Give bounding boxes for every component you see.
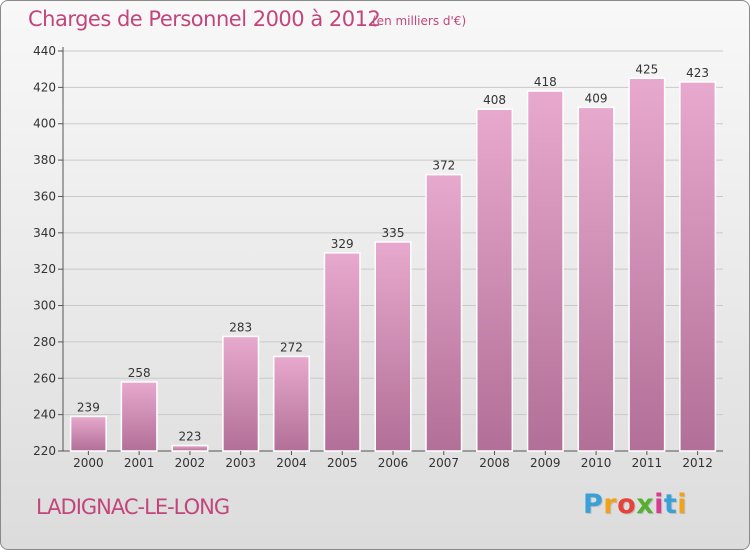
x-tick-label: 2000 xyxy=(73,456,104,470)
bar xyxy=(628,77,666,452)
y-tick-label: 360 xyxy=(33,189,56,203)
y-tick-label: 420 xyxy=(33,80,56,94)
x-tick-label: 2012 xyxy=(682,456,713,470)
y-tick-label: 440 xyxy=(33,44,56,58)
y-tick-label: 240 xyxy=(33,408,56,422)
chart-subtitle: (en milliers d'€) xyxy=(372,14,467,28)
bar xyxy=(120,381,158,452)
x-tick-label: 2007 xyxy=(428,456,459,470)
data-label: 408 xyxy=(483,93,506,107)
data-label: 239 xyxy=(77,400,100,414)
data-label: 329 xyxy=(331,237,354,251)
proxiti-logo: Proxiti xyxy=(583,489,687,520)
bar xyxy=(679,81,717,452)
bar xyxy=(222,335,260,452)
y-tick-label: 380 xyxy=(33,153,56,167)
y-tick-label: 220 xyxy=(33,444,56,458)
chart-title: Charges de Personnel 2000 à 2012 xyxy=(28,7,381,31)
y-tick-label: 320 xyxy=(33,262,56,276)
data-label: 423 xyxy=(686,66,709,80)
data-label: 283 xyxy=(229,320,252,334)
logo-letter: i xyxy=(654,489,664,520)
logo-letter: P xyxy=(583,489,604,520)
data-label: 223 xyxy=(178,430,201,444)
x-tick-label: 2004 xyxy=(276,456,307,470)
bar xyxy=(272,355,310,452)
logo-letter: i xyxy=(677,489,688,520)
y-tick-label: 280 xyxy=(33,335,56,349)
logo-letter: x xyxy=(636,489,655,520)
bar xyxy=(69,415,107,452)
bar xyxy=(476,108,514,452)
place-name: LADIGNAC-LE-LONG xyxy=(36,495,230,519)
data-label: 272 xyxy=(280,340,303,354)
bar xyxy=(425,173,463,452)
logo-letter: o xyxy=(617,489,637,520)
bar xyxy=(577,106,615,452)
y-tick-label: 300 xyxy=(33,299,56,313)
bar xyxy=(323,252,361,452)
data-label: 335 xyxy=(382,226,405,240)
data-label: 418 xyxy=(534,75,557,89)
data-label: 372 xyxy=(432,159,455,173)
y-tick-label: 400 xyxy=(33,117,56,131)
x-tick-label: 2001 xyxy=(124,456,155,470)
x-tick-label: 2008 xyxy=(479,456,510,470)
x-tick-label: 2003 xyxy=(225,456,256,470)
x-tick-label: 2011 xyxy=(632,456,663,470)
x-tick-label: 2006 xyxy=(378,456,409,470)
bar xyxy=(526,90,564,452)
x-tick-label: 2010 xyxy=(581,456,612,470)
bar xyxy=(374,241,412,452)
logo-letter: t xyxy=(663,489,678,520)
data-label: 409 xyxy=(585,91,608,105)
y-tick-label: 340 xyxy=(33,226,56,240)
logo-letter: r xyxy=(603,489,618,520)
bar xyxy=(171,444,209,452)
data-label: 258 xyxy=(128,366,151,380)
x-tick-label: 2002 xyxy=(175,456,206,470)
data-label: 425 xyxy=(635,62,658,76)
y-tick-label: 260 xyxy=(33,371,56,385)
x-tick-label: 2009 xyxy=(530,456,561,470)
x-tick-label: 2005 xyxy=(327,456,358,470)
